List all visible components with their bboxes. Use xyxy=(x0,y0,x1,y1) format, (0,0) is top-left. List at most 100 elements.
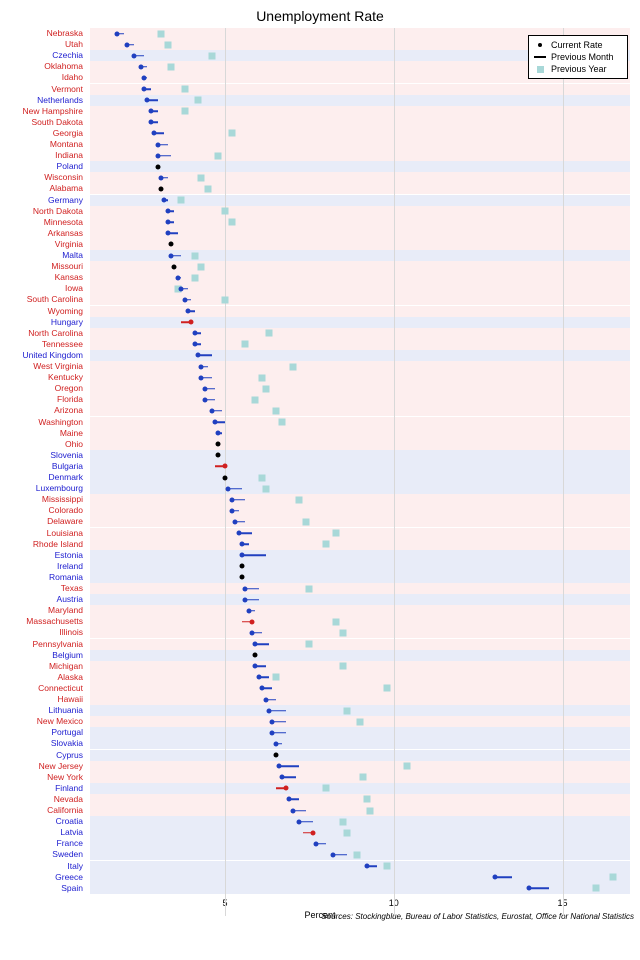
row-label: Florida xyxy=(0,394,86,405)
current-rate-marker xyxy=(314,841,319,846)
current-rate-marker xyxy=(179,286,184,291)
row-label: Michigan xyxy=(0,661,86,672)
current-rate-marker xyxy=(165,220,170,225)
prev-year-marker xyxy=(340,629,347,636)
gridline xyxy=(225,28,226,916)
row-plot xyxy=(90,483,630,494)
row-label: Slovenia xyxy=(0,450,86,461)
data-row: Alabama xyxy=(0,183,640,194)
current-rate-marker xyxy=(158,186,163,191)
row-label: Greece xyxy=(0,872,86,883)
current-rate-marker xyxy=(283,786,288,791)
prev-year-marker xyxy=(343,829,350,836)
data-row: Texas xyxy=(0,583,640,594)
prev-year-marker xyxy=(367,807,374,814)
row-label: New York xyxy=(0,772,86,783)
data-row: Lithuania xyxy=(0,705,640,716)
row-label: New Hampshire xyxy=(0,106,86,117)
row-plot xyxy=(90,683,630,694)
row-label: Louisiana xyxy=(0,528,86,539)
row-plot xyxy=(90,294,630,305)
row-label: Montana xyxy=(0,139,86,150)
prev-year-marker xyxy=(333,618,340,625)
gridline xyxy=(563,28,564,916)
row-plot xyxy=(90,505,630,516)
current-rate-marker xyxy=(115,31,120,36)
row-plot xyxy=(90,783,630,794)
data-row: Delaware xyxy=(0,516,640,527)
current-rate-marker xyxy=(155,153,160,158)
current-rate-marker xyxy=(277,764,282,769)
current-rate-marker xyxy=(175,275,180,280)
current-rate-marker xyxy=(263,697,268,702)
row-label: California xyxy=(0,805,86,816)
data-row: Netherlands xyxy=(0,95,640,106)
current-rate-marker xyxy=(253,664,258,669)
current-rate-marker xyxy=(199,375,204,380)
data-row: Kansas xyxy=(0,272,640,283)
current-rate-marker xyxy=(273,741,278,746)
row-plot xyxy=(90,161,630,172)
data-row: Indiana xyxy=(0,150,640,161)
row-label: West Virginia xyxy=(0,361,86,372)
row-label: Portugal xyxy=(0,727,86,738)
current-rate-marker xyxy=(223,475,228,480)
data-row: Slovakia xyxy=(0,738,640,749)
data-row: New Hampshire xyxy=(0,106,640,117)
current-rate-marker xyxy=(297,819,302,824)
row-plot xyxy=(90,128,630,139)
data-row: Wyoming xyxy=(0,306,640,317)
row-label: Belgium xyxy=(0,650,86,661)
data-row: Maryland xyxy=(0,605,640,616)
data-row: Hawaii xyxy=(0,694,640,705)
current-rate-marker xyxy=(169,253,174,258)
row-label: Arizona xyxy=(0,405,86,416)
row-label: Wisconsin xyxy=(0,172,86,183)
current-rate-marker xyxy=(165,231,170,236)
row-plot xyxy=(90,849,630,860)
data-row: Minnesota xyxy=(0,217,640,228)
row-label: United Kingdom xyxy=(0,350,86,361)
row-label: Mississippi xyxy=(0,494,86,505)
current-rate-marker xyxy=(165,209,170,214)
prev-year-marker xyxy=(404,763,411,770)
row-plot xyxy=(90,306,630,317)
row-label: Ireland xyxy=(0,561,86,572)
row-plot xyxy=(90,639,630,650)
current-rate-marker xyxy=(189,320,194,325)
data-row: New York xyxy=(0,772,640,783)
current-rate-marker xyxy=(526,886,531,891)
prev-year-marker xyxy=(272,407,279,414)
row-plot xyxy=(90,217,630,228)
row-plot xyxy=(90,727,630,738)
gridline xyxy=(394,28,395,916)
current-rate-marker xyxy=(239,575,244,580)
row-plot xyxy=(90,150,630,161)
prev-month-whisker xyxy=(529,887,549,889)
row-label: Indiana xyxy=(0,150,86,161)
current-rate-marker xyxy=(250,630,255,635)
prev-year-marker xyxy=(262,485,269,492)
row-plot xyxy=(90,405,630,416)
prev-year-marker xyxy=(265,330,272,337)
row-label: Virginia xyxy=(0,239,86,250)
row-plot xyxy=(90,561,630,572)
row-plot xyxy=(90,461,630,472)
data-row: Arizona xyxy=(0,405,640,416)
row-plot xyxy=(90,794,630,805)
data-row: Latvia xyxy=(0,827,640,838)
data-row: Sweden xyxy=(0,849,640,860)
row-label: Hungary xyxy=(0,317,86,328)
row-label: Luxembourg xyxy=(0,483,86,494)
current-rate-marker xyxy=(493,875,498,880)
row-label: Wyoming xyxy=(0,306,86,317)
row-plot xyxy=(90,661,630,672)
row-label: Texas xyxy=(0,583,86,594)
data-row: Tennessee xyxy=(0,339,640,350)
prev-year-marker xyxy=(360,774,367,781)
prev-year-marker xyxy=(593,885,600,892)
current-rate-marker xyxy=(131,53,136,58)
current-rate-marker xyxy=(239,553,244,558)
data-row: California xyxy=(0,805,640,816)
data-row: Virginia xyxy=(0,239,640,250)
